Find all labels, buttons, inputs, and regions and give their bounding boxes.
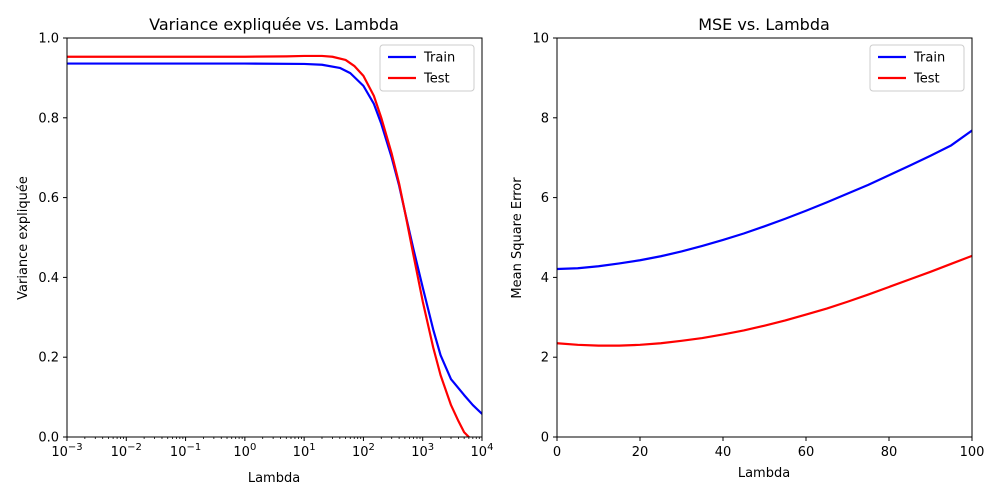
y-axis-label: Variance expliquée (16, 176, 31, 300)
y-tick-label: 0.8 (38, 111, 59, 126)
y-tick-label: 0.4 (38, 271, 59, 286)
x-tick-label: 80 (881, 445, 898, 460)
x-tick-label: 10−3 (51, 442, 82, 460)
series-line-test (557, 254, 972, 347)
x-tick-label: 10−2 (111, 442, 142, 460)
x-axis-label: Lambda (248, 471, 300, 486)
x-tick-label: 104 (471, 442, 494, 460)
plot-lines (67, 54, 482, 437)
legend: Train Test (869, 44, 965, 92)
x-tick-label: 100 (960, 445, 985, 460)
y-tick-label: 1.0 (38, 32, 59, 47)
series-line-train (557, 129, 972, 271)
y-ticks: 0 2 4 6 8 10 (532, 32, 557, 446)
y-tick-label: 0 (541, 431, 549, 446)
plot-frame (556, 37, 973, 438)
y-tick-label: 6 (541, 191, 549, 206)
plot-lines (557, 129, 972, 347)
y-tick-label: 0.6 (38, 191, 59, 206)
x-axis-label: Lambda (738, 466, 790, 481)
series-line-train (67, 62, 482, 415)
x-tick-label: 40 (715, 445, 732, 460)
y-tick-label: 0.0 (38, 431, 59, 446)
x-tick-label: 10−1 (170, 442, 201, 460)
chart-title: Variance expliquée vs. Lambda (149, 15, 399, 34)
y-ticks: 0.0 0.2 0.4 0.6 0.8 1.0 (38, 32, 67, 446)
chart-title: MSE vs. Lambda (698, 15, 830, 34)
series-line-test (67, 54, 470, 437)
legend-label-train: Train (913, 51, 945, 66)
legend-label-train: Train (423, 51, 455, 66)
chart-variance: Variance expliquée vs. Lambda Lambda Var… (16, 15, 493, 486)
legend-label-test: Test (913, 72, 940, 87)
chart-mse: MSE vs. Lambda Lambda Mean Square Error … (510, 15, 984, 481)
x-tick-label: 0 (553, 445, 561, 460)
y-tick-label: 2 (541, 351, 549, 366)
x-tick-label: 60 (798, 445, 815, 460)
plot-frame (66, 37, 483, 438)
x-tick-label: 20 (632, 445, 649, 460)
y-tick-label: 8 (541, 111, 549, 126)
x-ticks: 0 20 40 60 80 100 (553, 437, 985, 460)
y-axis-label: Mean Square Error (510, 177, 525, 299)
y-tick-label: 0.2 (38, 351, 59, 366)
x-tick-label: 102 (352, 442, 375, 460)
legend-label-test: Test (423, 72, 450, 87)
y-tick-label: 10 (532, 32, 549, 47)
x-tick-label: 103 (411, 442, 434, 460)
y-tick-label: 4 (541, 271, 549, 286)
x-tick-label: 101 (293, 442, 316, 460)
legend: Train Test (379, 44, 475, 92)
x-tick-label: 100 (233, 442, 256, 460)
x-ticks: 10−3 10−2 10−1 100 101 102 103 104 (51, 437, 493, 460)
